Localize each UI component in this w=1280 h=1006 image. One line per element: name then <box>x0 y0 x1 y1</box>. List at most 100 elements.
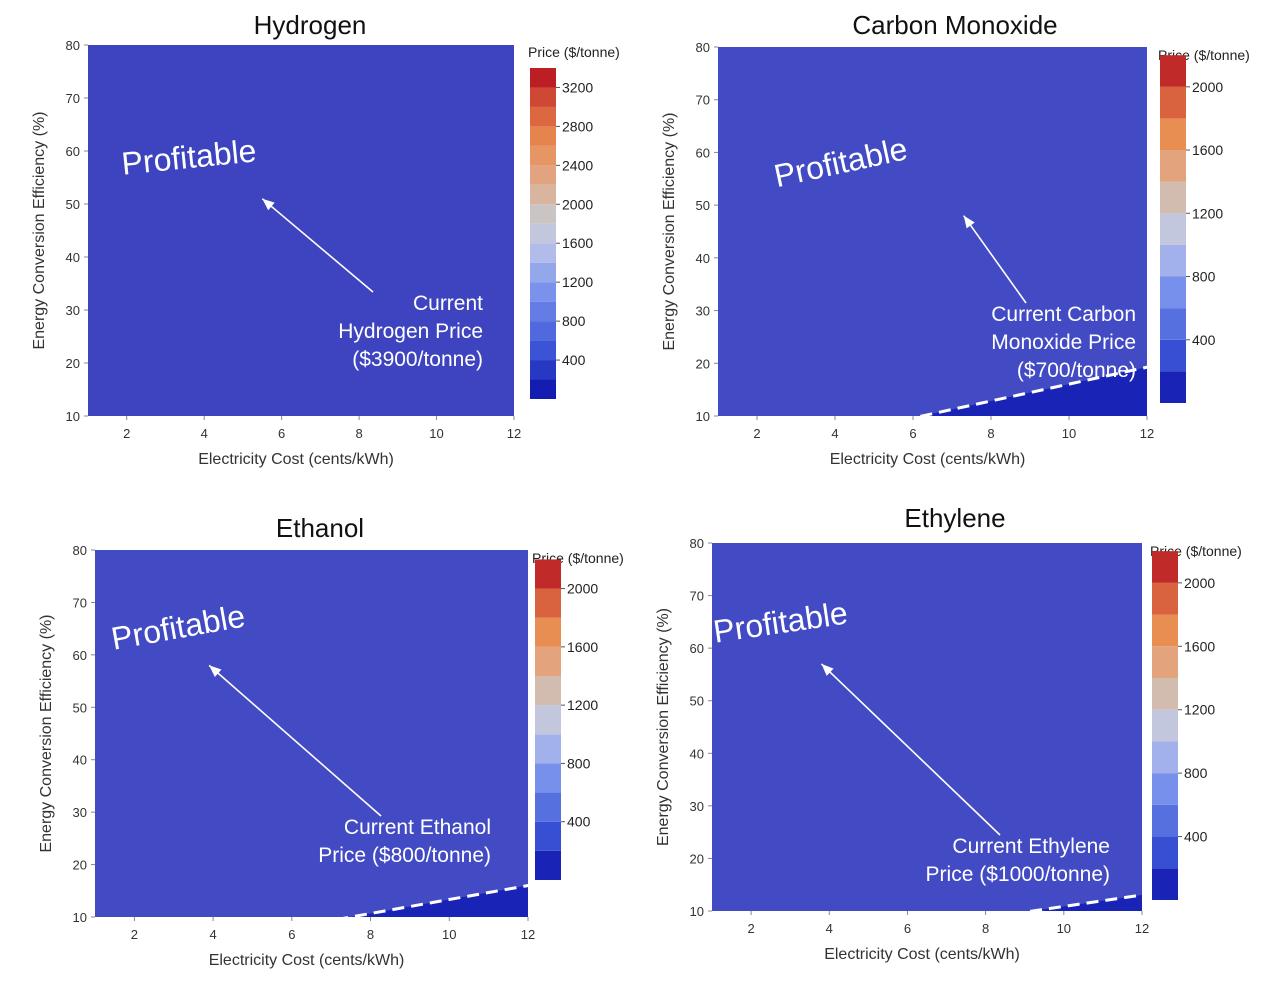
profitable-region <box>95 550 528 917</box>
x-tick-label: 4 <box>209 927 216 942</box>
x-tick-label: 2 <box>123 426 130 441</box>
y-tick-label: 50 <box>73 700 87 715</box>
colorbar-bin <box>1152 804 1178 837</box>
y-tick-label: 40 <box>66 250 80 265</box>
colorbar-tick-label: 2000 <box>1184 575 1215 591</box>
colorbar-bin <box>535 588 561 618</box>
x-tick-label: 6 <box>278 426 285 441</box>
y-tick-label: 10 <box>73 910 87 925</box>
y-tick-label: 60 <box>690 641 704 656</box>
colorbar-bin <box>1160 339 1186 372</box>
y-tick-label: 60 <box>66 144 80 159</box>
profitable-region <box>718 47 1147 416</box>
x-tick-label: 10 <box>1057 921 1071 936</box>
colorbar-tick-label: 1600 <box>1192 142 1223 158</box>
colorbar-bin <box>530 184 556 205</box>
colorbar-tick-label: 3200 <box>562 79 593 95</box>
colorbar-bin <box>530 204 556 224</box>
colorbar-bin <box>1152 741 1178 774</box>
x-tick-label: 12 <box>1140 426 1154 441</box>
colorbar-bin <box>1160 276 1186 309</box>
colorbar-tick-label: 800 <box>1192 269 1216 285</box>
colorbar-bin <box>530 321 556 341</box>
y-tick-label: 20 <box>66 356 80 371</box>
colorbar-tick-label: 1200 <box>567 697 598 713</box>
colorbar-bin <box>1160 308 1186 340</box>
y-axis-label: Energy Conversion Efficiency (%) <box>661 112 678 350</box>
colorbar-bin <box>1160 181 1186 214</box>
y-tick-label: 40 <box>73 753 87 768</box>
colorbar-bin <box>530 68 556 88</box>
y-tick-label: 80 <box>690 536 704 551</box>
colorbar-tick-label: 1200 <box>562 274 593 290</box>
colorbar-bin <box>530 106 556 127</box>
x-tick-label: 2 <box>747 921 754 936</box>
colorbar-bin <box>530 243 556 263</box>
x-axis-label: Electricity Cost (cents/kWh) <box>209 952 405 969</box>
colorbar-bin <box>1160 55 1186 87</box>
y-tick-label: 10 <box>696 409 710 424</box>
annotation-line: Current Ethanol <box>344 816 491 839</box>
x-tick-label: 6 <box>904 921 911 936</box>
colorbar-bin <box>1152 836 1178 869</box>
colorbar-bin <box>1152 709 1178 742</box>
colorbar-bin <box>1152 646 1178 678</box>
colorbar-tick-label: 2800 <box>562 118 593 134</box>
colorbar-bin <box>530 262 556 283</box>
y-tick-label: 20 <box>696 356 710 371</box>
annotation-arrowhead <box>821 663 834 676</box>
colorbar-tick-label: 400 <box>567 814 591 830</box>
y-tick-label: 80 <box>66 38 80 53</box>
x-axis-label: Electricity Cost (cents/kWh) <box>824 946 1020 963</box>
colorbar-bin <box>530 145 556 166</box>
annotation-arrow <box>261 198 374 293</box>
colorbar-bin <box>535 559 561 589</box>
annotation-line: Current <box>413 292 483 315</box>
colorbar-tick-label: 1600 <box>1184 638 1215 654</box>
chart-title: Ethylene <box>904 503 1005 533</box>
chart-title: Carbon Monoxide <box>852 10 1057 40</box>
x-tick-label: 10 <box>429 426 443 441</box>
colorbar-tick-label: 800 <box>562 313 586 329</box>
x-tick-label: 4 <box>831 426 838 441</box>
annotation-line: Current Carbon <box>991 303 1136 326</box>
y-tick-label: 40 <box>696 251 710 266</box>
x-axis-label: Electricity Cost (cents/kWh) <box>830 451 1026 468</box>
colorbar-bin <box>530 165 556 185</box>
colorbar-bin <box>1160 86 1186 119</box>
contour-area <box>718 47 1147 416</box>
colorbar-tick-label: 400 <box>1184 829 1208 845</box>
colorbar-bin <box>1160 213 1186 245</box>
colorbar-bin <box>1160 244 1186 277</box>
colorbar-bin <box>1152 773 1178 805</box>
contour-area <box>88 45 514 416</box>
colorbar-tick-label: 1600 <box>567 639 598 655</box>
profitable-region <box>712 543 1142 911</box>
colorbar-tick-label: 800 <box>1184 765 1208 781</box>
x-tick-label: 10 <box>1062 426 1076 441</box>
y-tick-label: 80 <box>696 40 710 55</box>
annotation-arrow <box>208 664 382 817</box>
colorbar-bin <box>535 646 561 676</box>
y-tick-label: 70 <box>690 589 704 604</box>
colorbar-bin <box>535 617 561 647</box>
colorbar-bin <box>530 301 556 322</box>
x-tick-label: 10 <box>442 927 456 942</box>
annotation-line: ($3900/tonne) <box>352 348 483 371</box>
annotation-line: Hydrogen Price <box>338 320 483 343</box>
contour-band-200 <box>95 550 528 917</box>
colorbar-bin <box>535 792 561 822</box>
colorbar-bin <box>1152 551 1178 583</box>
colorbar-tick-label: 2400 <box>562 157 593 173</box>
contour-band-200 <box>712 543 1142 911</box>
annotation-line: Price ($800/tonne) <box>318 844 491 867</box>
x-tick-label: 12 <box>1135 921 1149 936</box>
colorbar-bin <box>1152 614 1178 647</box>
colorbar-tick-label: 400 <box>562 352 586 368</box>
y-tick-label: 40 <box>690 746 704 761</box>
colorbar-bin <box>530 282 556 302</box>
colorbar-bin <box>535 763 561 793</box>
